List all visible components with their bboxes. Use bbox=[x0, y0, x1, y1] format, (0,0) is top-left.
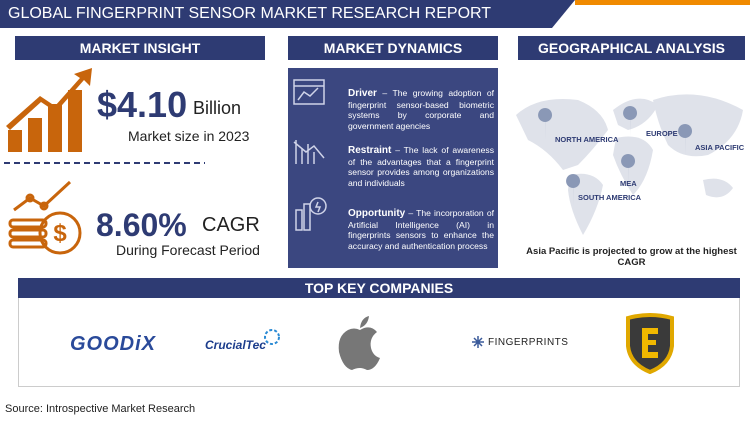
insight-icons: $ bbox=[4, 68, 205, 255]
item-text: – The incorporation of Artificial Intell… bbox=[348, 208, 494, 251]
market-unit: Billion bbox=[193, 98, 242, 118]
region-label: EUROPE bbox=[646, 129, 678, 138]
cagr-value: 8.60% bbox=[96, 207, 187, 243]
item-label: Driver bbox=[348, 88, 377, 99]
cagr-label: CAGR bbox=[202, 214, 260, 236]
company-logo: CrucialTec bbox=[205, 338, 266, 352]
dynamics-item: Restraint – The lack of awareness of the… bbox=[348, 145, 494, 188]
region-label: ASIA PACIFIC bbox=[695, 143, 745, 152]
market-size: $4.10 bbox=[97, 84, 188, 125]
region-label: NORTH AMERICA bbox=[555, 135, 619, 144]
dynamics-item: Driver – The growing adoption of fingerp… bbox=[348, 88, 494, 131]
section-heading: TOP KEY COMPANIES bbox=[18, 278, 740, 298]
item-label: Restraint bbox=[348, 145, 392, 156]
dynamics-icons bbox=[293, 79, 327, 231]
title: GLOBAL FINGERPRINT SENSOR MARKET RESEARC… bbox=[8, 5, 492, 22]
apple-logo bbox=[338, 316, 380, 370]
svg-text:$: $ bbox=[53, 220, 67, 247]
source: Source: Introspective Market Research bbox=[5, 403, 196, 415]
logo-mark bbox=[264, 329, 280, 345]
size-caption: Market size in 2023 bbox=[128, 128, 250, 144]
world-map bbox=[516, 94, 743, 235]
section-heading: MARKET INSIGHT bbox=[15, 36, 265, 60]
logos-box bbox=[18, 298, 740, 387]
cagr-caption: During Forecast Period bbox=[116, 242, 260, 258]
item-text: – The lack of awareness of the advantage… bbox=[348, 145, 494, 188]
region-label: MEA bbox=[620, 179, 637, 188]
shield-logo bbox=[626, 313, 674, 374]
accent-bar bbox=[575, 0, 750, 5]
dynamics-panel bbox=[288, 68, 498, 268]
section-heading: GEOGRAPHICAL ANALYSIS bbox=[518, 36, 745, 60]
section-heading: MARKET DYNAMICS bbox=[288, 36, 498, 60]
company-logo: FINGERPRINTS bbox=[488, 337, 569, 348]
region-label: SOUTH AMERICA bbox=[578, 193, 642, 202]
item-text: – The growing adoption of fingerprint se… bbox=[348, 88, 494, 131]
title-bar bbox=[0, 0, 575, 28]
company-logo: GOODiX bbox=[70, 333, 157, 355]
logo-mark bbox=[472, 336, 484, 348]
dynamics-item: Opportunity – The incorporation of Artif… bbox=[348, 208, 494, 251]
map-caption: Asia Pacific is projected to grow at the… bbox=[526, 246, 737, 268]
item-label: Opportunity bbox=[348, 208, 406, 219]
